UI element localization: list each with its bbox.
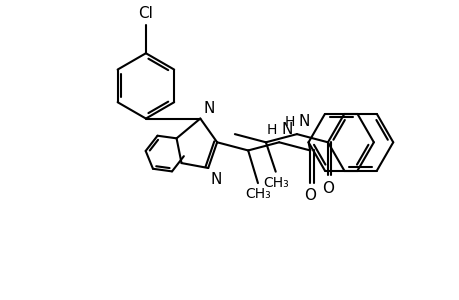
Text: N: N bbox=[203, 100, 214, 116]
Text: Cl: Cl bbox=[138, 5, 153, 20]
Text: CH₃: CH₃ bbox=[262, 176, 288, 190]
Text: N: N bbox=[298, 114, 310, 129]
Text: O: O bbox=[303, 188, 315, 203]
Text: O: O bbox=[321, 181, 333, 196]
Text: H: H bbox=[284, 115, 294, 129]
Text: H: H bbox=[266, 123, 277, 137]
Text: N: N bbox=[210, 172, 221, 187]
Text: N: N bbox=[280, 122, 292, 137]
Text: CH₃: CH₃ bbox=[245, 187, 270, 201]
